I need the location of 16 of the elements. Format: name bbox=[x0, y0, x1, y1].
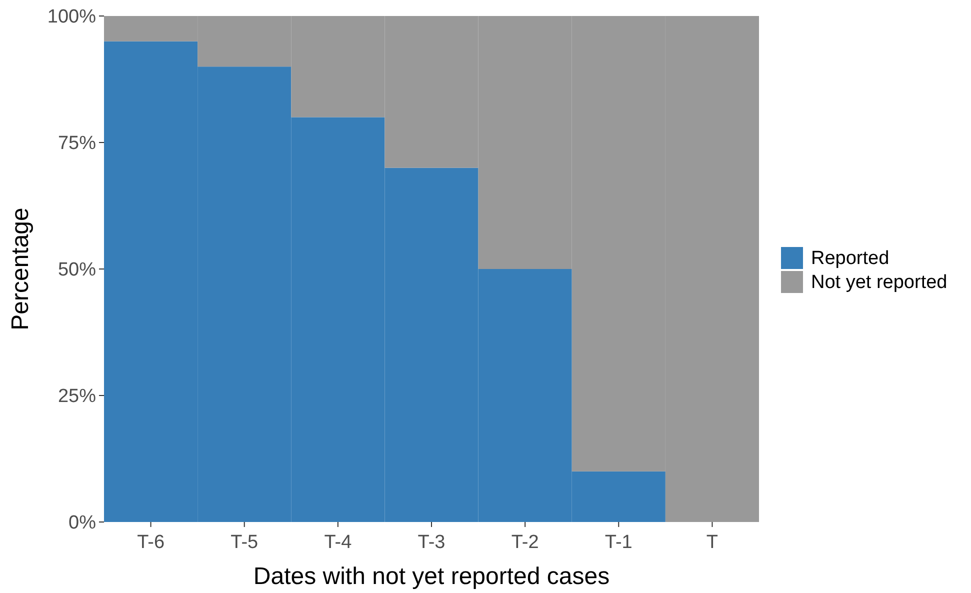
y-tick-label: 25% bbox=[58, 386, 96, 408]
y-tick-label: 0% bbox=[68, 512, 96, 534]
x-tick-label: T bbox=[706, 532, 718, 553]
legend-label: Reported bbox=[811, 248, 890, 269]
y-tick-label: 100% bbox=[47, 6, 96, 28]
x-tick-label: T-5 bbox=[230, 532, 258, 553]
y-axis-title: Percentage bbox=[7, 208, 34, 330]
x-tick-label: T-4 bbox=[324, 532, 352, 553]
legend-label: Not yet reported bbox=[811, 272, 948, 293]
y-tick-label: 75% bbox=[58, 133, 96, 154]
x-tick-label: T-1 bbox=[604, 532, 632, 553]
x-tick-label: T-3 bbox=[418, 532, 446, 553]
x-tick-label: T-2 bbox=[511, 532, 539, 553]
x-tick-label: T-6 bbox=[137, 532, 165, 553]
y-tick-label: 50% bbox=[58, 260, 96, 281]
x-axis-title: Dates with not yet reported cases bbox=[253, 563, 610, 590]
